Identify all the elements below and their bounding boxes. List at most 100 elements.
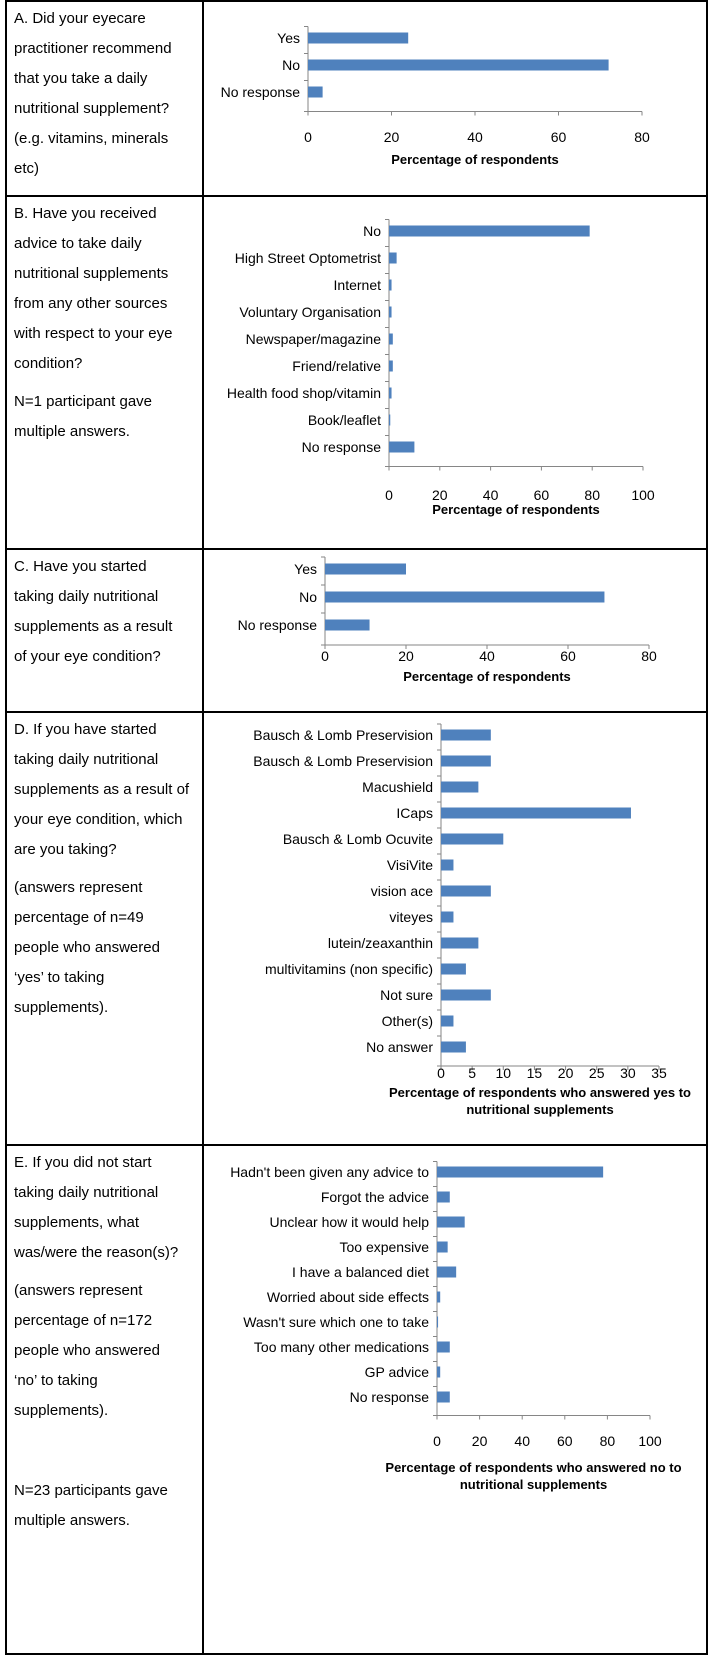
chart-a: Yes No No response 0 20 40 60 80 Percentage of r…	[221, 26, 650, 167]
bar	[437, 1341, 450, 1353]
value-tick-label: 25	[589, 1065, 605, 1081]
value-tick-label: 20	[432, 487, 448, 503]
bar	[437, 1291, 441, 1303]
value-tick-label: 80	[634, 129, 650, 145]
bar	[389, 279, 392, 291]
value-tick-label: 30	[620, 1065, 636, 1081]
category-label: No	[363, 223, 381, 239]
chart-b: No High Street Optometrist Internet Volunta…	[227, 219, 655, 517]
category-label: Yes	[294, 561, 317, 577]
category-label: Yes	[277, 30, 300, 46]
bar	[389, 225, 590, 237]
bar	[441, 833, 504, 845]
row-b: B. Have you received advice to take dail…	[5, 195, 708, 548]
x-axis-title: nutritional supplements	[460, 1477, 607, 1492]
category-label: Voluntary Organisation	[239, 304, 381, 320]
category-label: Too many other medications	[254, 1339, 429, 1355]
value-tick-label: 10	[495, 1065, 511, 1081]
question-c-text: C. Have you started taking daily nutriti…	[14, 558, 173, 665]
category-label: VisiVite	[387, 857, 433, 873]
category-label: Health food shop/vitamin	[227, 385, 381, 401]
question-b-note: N=1 participant gave multiple answers.	[14, 393, 153, 440]
bar	[389, 441, 415, 453]
bar	[389, 333, 393, 345]
value-tick-label: 0	[321, 648, 329, 664]
bar	[441, 1015, 454, 1027]
bar	[437, 1266, 457, 1278]
value-tick-label: 40	[483, 487, 499, 503]
question-cell-b: B. Have you received advice to take dail…	[5, 195, 204, 548]
bar	[437, 1316, 439, 1328]
bar	[441, 911, 454, 923]
bar	[441, 937, 479, 949]
value-tick-label: 0	[437, 1065, 445, 1081]
category-label: viteyes	[389, 909, 433, 925]
category-label: Unclear how it would help	[269, 1214, 429, 1230]
value-tick-label: 20	[398, 648, 414, 664]
question-d-note: (answers represent percentage of n=49 pe…	[14, 879, 160, 1016]
value-tick-label: 80	[600, 1433, 616, 1449]
bar	[325, 591, 605, 603]
question-e-text: E. If you did not start taking daily nut…	[14, 1154, 179, 1261]
category-label: High Street Optometrist	[235, 250, 381, 266]
category-label: multivitamins (non specific)	[265, 961, 433, 977]
bar	[441, 885, 491, 897]
category-label: GP advice	[365, 1364, 430, 1380]
category-label: Book/leaflet	[308, 412, 381, 428]
value-tick-label: 0	[304, 129, 312, 145]
bar	[389, 360, 393, 372]
value-tick-label: 60	[557, 1433, 573, 1449]
bar	[325, 563, 406, 575]
question-a-text: A. Did your eyecare practitioner recomme…	[14, 10, 172, 177]
chart-cell-a: Yes No No response 0 20 40 60 80 Percentage of r…	[204, 0, 708, 195]
value-tick-label: 60	[551, 129, 567, 145]
bar	[389, 306, 392, 318]
question-e-note-2: N=23 participants gave multiple answers.	[14, 1482, 168, 1529]
x-axis-title: Percentage of respondents	[391, 152, 559, 167]
x-axis-title: Percentage of respondents	[432, 502, 600, 517]
bar	[308, 86, 323, 98]
bar	[441, 807, 631, 819]
question-cell-c: C. Have you started taking daily nutriti…	[5, 548, 204, 711]
x-axis-title: Percentage of respondents who answered y…	[389, 1085, 691, 1100]
value-tick-label: 80	[584, 487, 600, 503]
row-e: E. If you did not start taking daily nut…	[5, 1144, 708, 1655]
value-tick-label: 40	[514, 1433, 530, 1449]
x-axis-title: Percentage of respondents	[403, 669, 571, 684]
category-label: No response	[238, 617, 318, 633]
survey-table: A. Did your eyecare practitioner recomme…	[5, 0, 708, 1655]
x-axis-title: nutritional supplements	[466, 1102, 613, 1117]
row-d: D. If you have started taking daily nutr…	[5, 711, 708, 1144]
category-label: No response	[302, 439, 382, 455]
bar	[437, 1391, 450, 1403]
bar	[325, 619, 370, 631]
category-label: No	[282, 57, 300, 73]
bar	[308, 59, 609, 71]
value-tick-label: 20	[472, 1433, 488, 1449]
question-cell-d: D. If you have started taking daily nutr…	[5, 711, 204, 1144]
value-tick-label: 100	[631, 487, 655, 503]
chart-cell-c: Yes No No response 0 20 40 60 80 Percentage of r…	[204, 548, 708, 711]
category-label: I have a balanced diet	[292, 1264, 429, 1280]
category-label: Bausch & Lomb Preservision	[253, 727, 433, 743]
x-axis-title: Percentage of respondents who answered n…	[385, 1460, 681, 1475]
category-label: vision ace	[371, 883, 433, 899]
value-tick-label: 0	[433, 1433, 441, 1449]
category-label: Bausch & Lomb Ocuvite	[283, 831, 433, 847]
category-label: ICaps	[396, 805, 433, 821]
bar	[441, 963, 466, 975]
value-tick-label: 5	[468, 1065, 476, 1081]
bar	[437, 1191, 450, 1203]
question-d-text: D. If you have started taking daily nutr…	[14, 721, 190, 858]
category-label: Other(s)	[382, 1013, 433, 1029]
bar	[441, 989, 491, 1001]
value-tick-label: 15	[527, 1065, 543, 1081]
value-tick-label: 20	[384, 129, 400, 145]
bar	[437, 1366, 441, 1378]
value-tick-label: 35	[651, 1065, 667, 1081]
category-label: Internet	[334, 277, 382, 293]
value-tick-label: 0	[385, 487, 393, 503]
bar	[389, 414, 391, 426]
value-tick-label: 100	[638, 1433, 662, 1449]
